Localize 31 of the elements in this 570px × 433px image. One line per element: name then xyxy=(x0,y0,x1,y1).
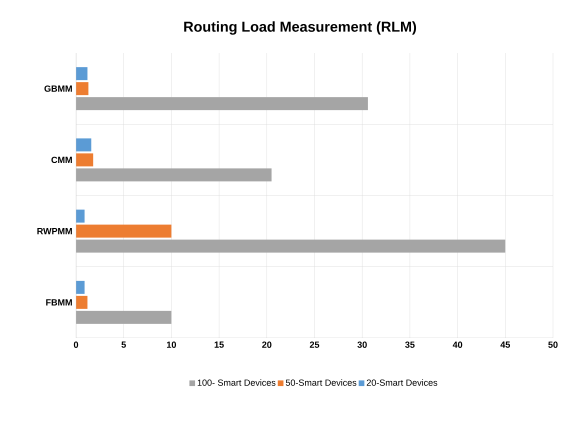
bar xyxy=(76,240,506,253)
bar xyxy=(76,168,272,182)
bar xyxy=(76,210,85,223)
x-tick-label: 40 xyxy=(452,342,462,348)
chart-title: Routing Load Measurement (RLM) xyxy=(184,21,416,35)
y-tick-label: RWPMM xyxy=(37,228,72,234)
y-tick-label: CMM xyxy=(51,156,72,164)
bar xyxy=(76,296,88,309)
x-tick-label: 10 xyxy=(166,342,176,348)
x-tick-label: 20 xyxy=(262,342,272,348)
bar xyxy=(76,280,85,294)
bar xyxy=(76,153,94,166)
x-tick-label: 5 xyxy=(121,342,126,348)
legend-label: 50-Smart Devices xyxy=(286,379,356,386)
y-tick-label: GBMM xyxy=(44,85,72,92)
bar xyxy=(76,224,172,238)
bar xyxy=(76,138,92,152)
x-tick-label: 50 xyxy=(548,342,558,348)
bar xyxy=(76,310,172,324)
bar xyxy=(76,67,88,80)
bar xyxy=(76,82,88,96)
legend-label: 20-Smart Devices xyxy=(366,379,438,386)
x-tick-label: 30 xyxy=(357,342,367,348)
x-tick-label: 35 xyxy=(405,342,415,348)
bar xyxy=(76,97,368,110)
legend-label: 100- Smart Devices xyxy=(198,379,276,386)
y-tick-label: FBMM xyxy=(46,299,72,306)
x-tick-label: 25 xyxy=(310,342,320,348)
x-tick-label: 45 xyxy=(500,342,510,348)
x-tick-label: 15 xyxy=(214,342,224,348)
x-tick-label: 0 xyxy=(74,342,78,348)
